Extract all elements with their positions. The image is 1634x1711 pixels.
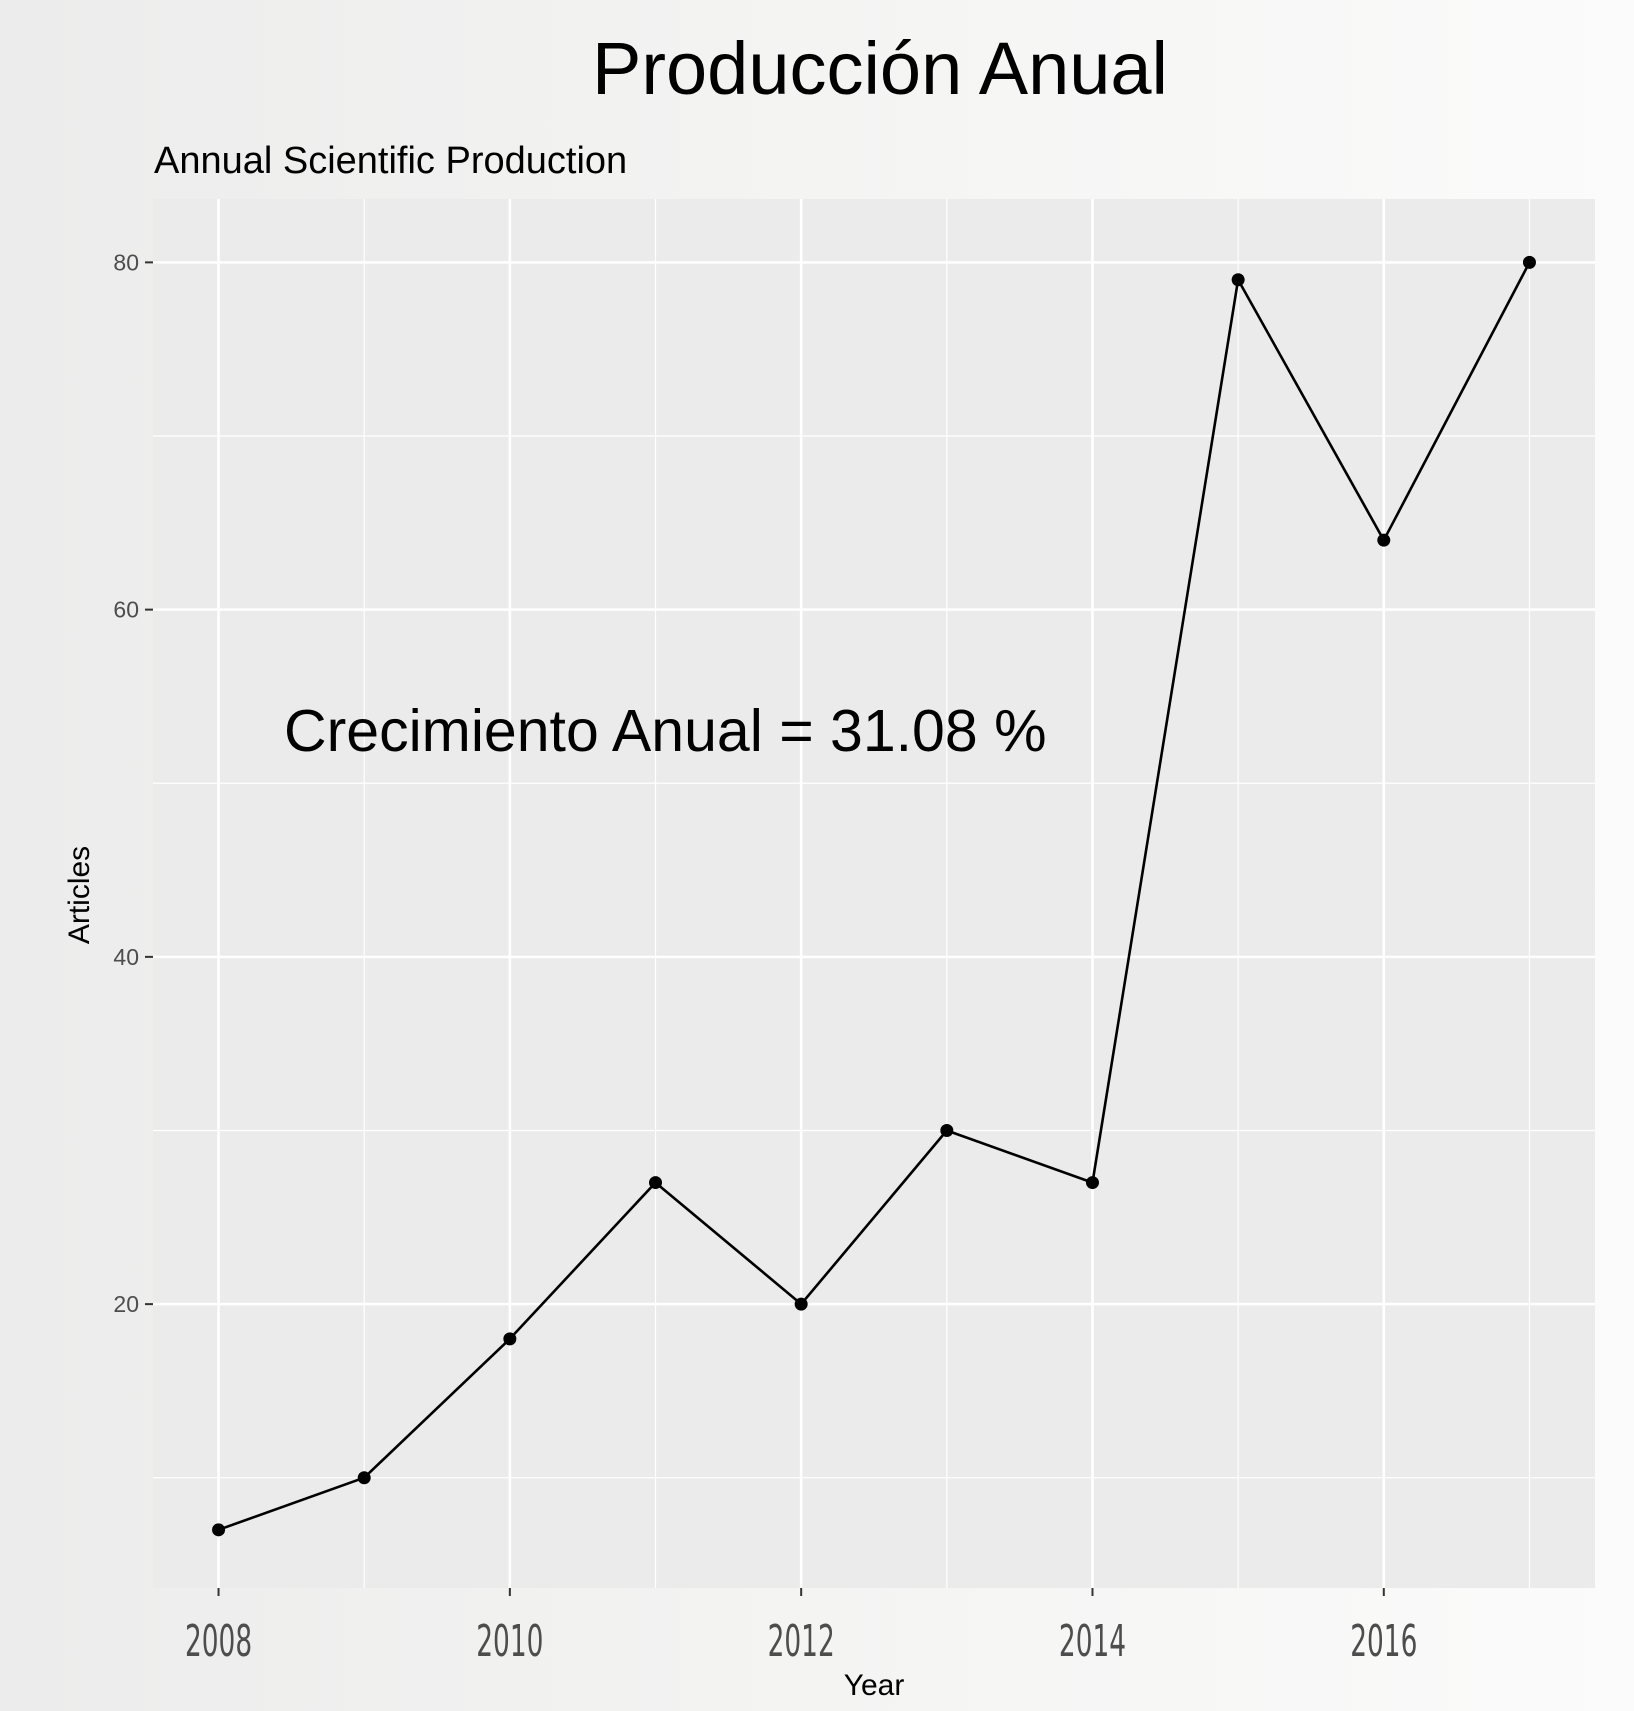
data-point <box>212 1523 226 1537</box>
x-tick-label: 2012 <box>768 1615 835 1667</box>
y-tick-label: 40 <box>113 944 139 970</box>
data-point <box>1231 273 1245 287</box>
data-point <box>1522 255 1536 269</box>
y-axis-title: Articles <box>63 846 96 944</box>
grid-lines <box>153 199 1595 1588</box>
chart-title: Producción Anual <box>592 27 1168 110</box>
chart-subtitle: Annual Scientific Production <box>154 140 627 182</box>
data-point <box>503 1332 517 1346</box>
axis-ticks: 20 40 60 80 2008 2010 2012 2014 2016 <box>113 249 1417 1667</box>
data-point <box>794 1297 808 1311</box>
series-line <box>218 261 1531 1532</box>
growth-annotation: Crecimiento Anual = 31.08 % <box>284 698 1047 764</box>
x-tick-label: 2016 <box>1350 1615 1417 1667</box>
x-tick-label: 2008 <box>185 1615 252 1667</box>
data-point <box>357 1471 371 1485</box>
series-layer <box>212 255 1536 1537</box>
data-point <box>1085 1176 1099 1190</box>
x-axis-title: Year <box>844 1669 905 1702</box>
y-tick-label: 60 <box>113 597 139 623</box>
x-tick-label: 2010 <box>476 1615 543 1667</box>
data-point <box>940 1123 954 1137</box>
data-point <box>649 1176 663 1190</box>
y-tick-label: 20 <box>113 1291 139 1317</box>
y-tick-label: 80 <box>113 249 139 275</box>
plot-panel <box>153 199 1595 1588</box>
x-tick-label: 2014 <box>1059 1615 1126 1667</box>
data-point <box>1377 533 1391 547</box>
